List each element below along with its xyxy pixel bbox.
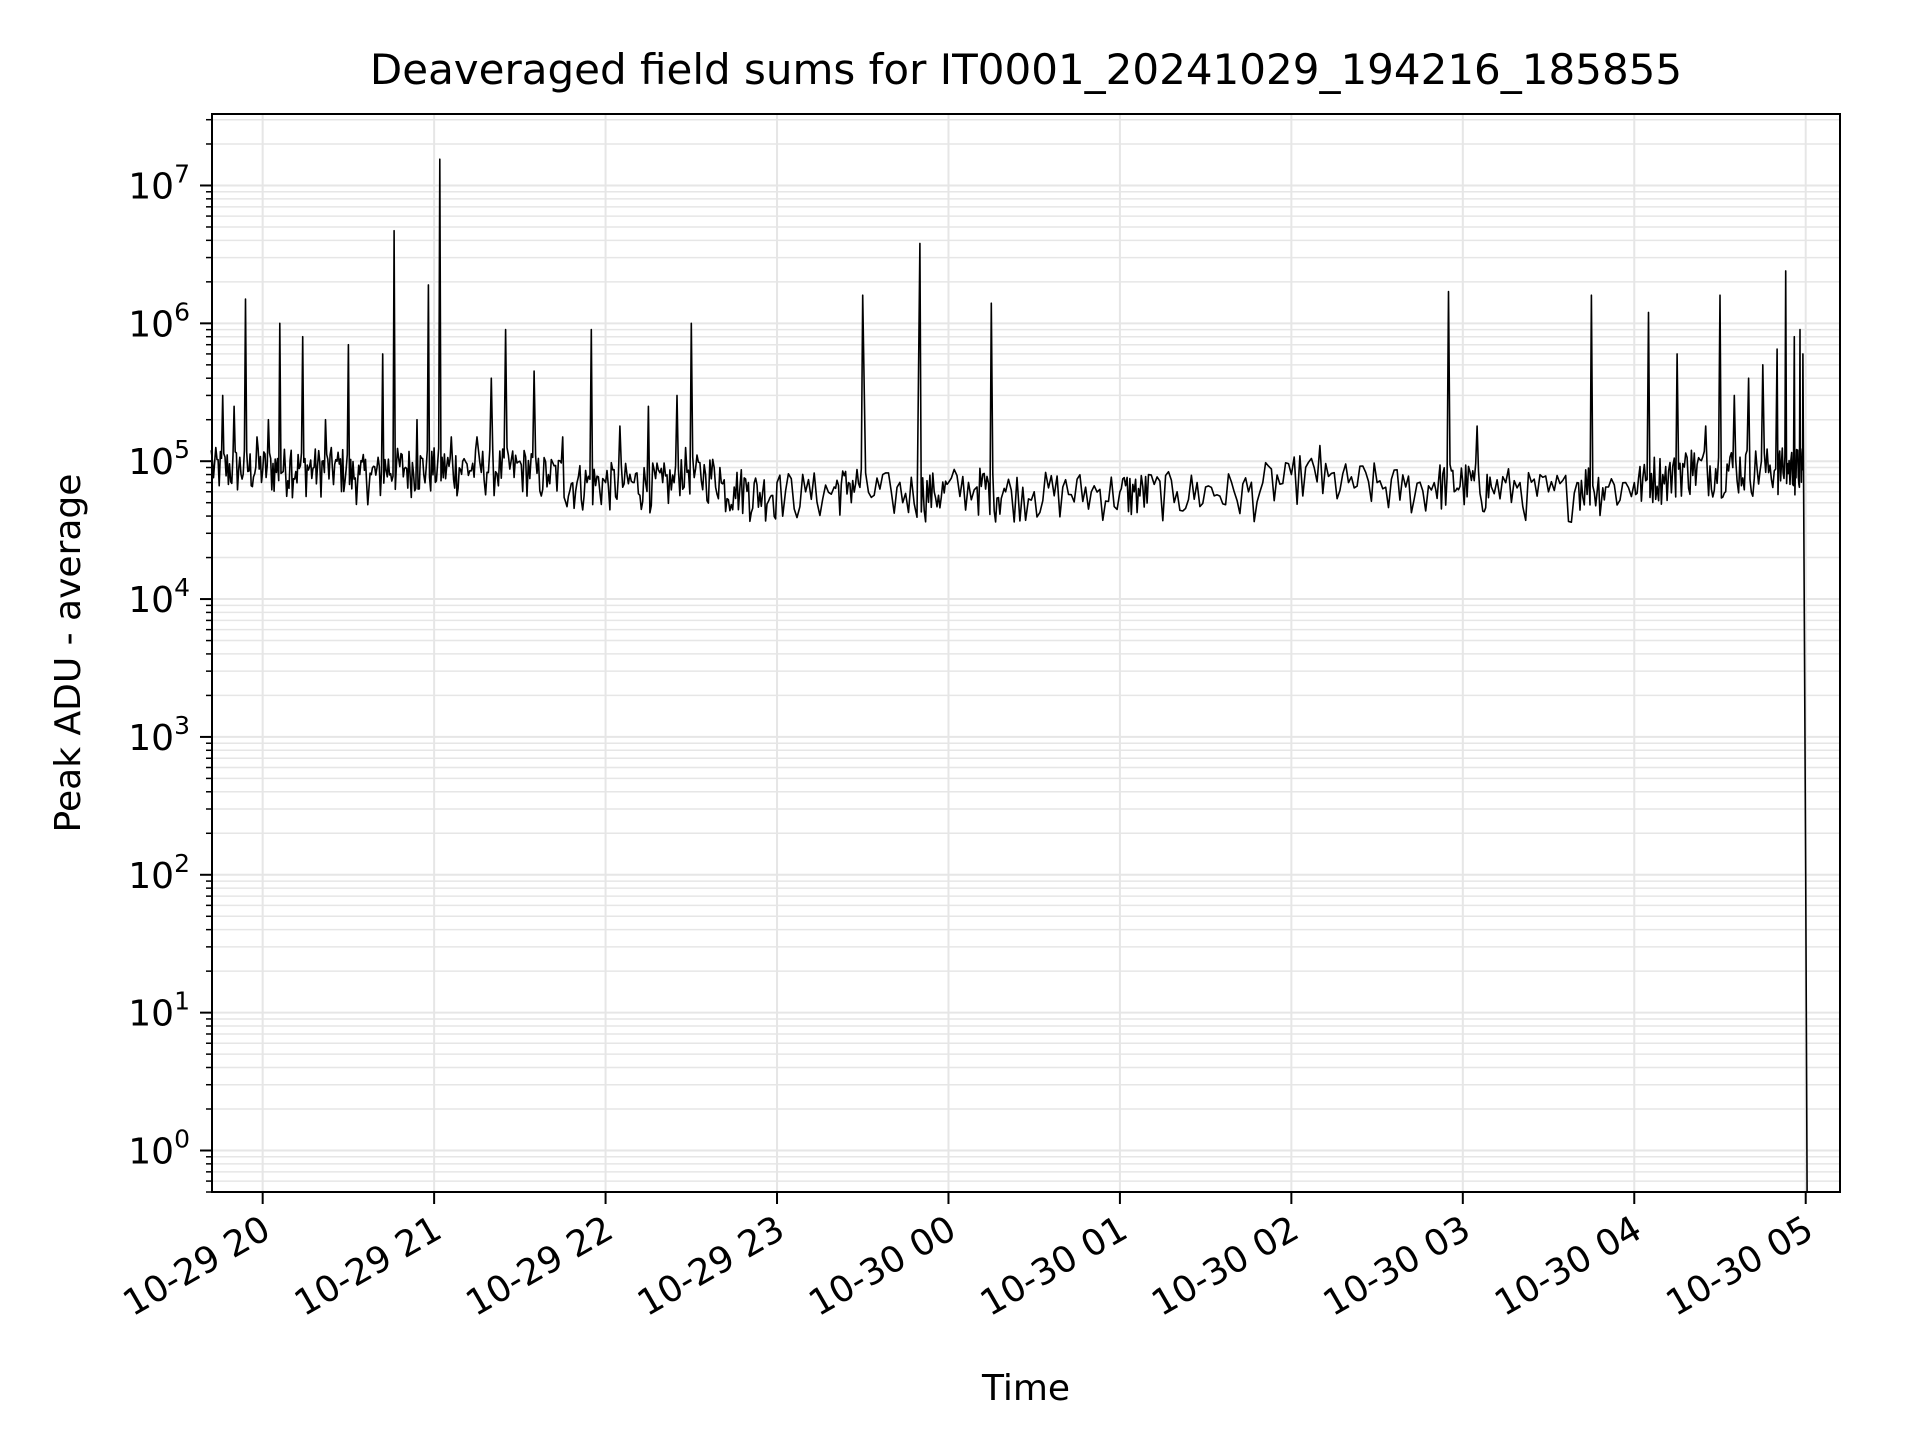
x-tick-label: 10-30 03 (1317, 1208, 1478, 1324)
x-tick-label: 10-29 20 (116, 1208, 277, 1324)
x-tick-label: 10-30 00 (802, 1208, 963, 1324)
data-series (210, 158, 1808, 1193)
x-tick-label: 10-29 21 (288, 1208, 449, 1324)
plot-frame (211, 113, 1841, 1193)
x-tick-label: 10-29 23 (631, 1208, 792, 1324)
y-tick-label: 105 (128, 435, 190, 483)
x-tick-label: 10-30 02 (1145, 1208, 1306, 1324)
x-axis: 10-29 20 10-29 21 10-29 22 10-29 23 10-30 00… (116, 1192, 1820, 1325)
y-axis-label: Peak ADU - average (48, 474, 89, 833)
y-axis: 100 101 102 103 104 105 106 107 (128, 118, 212, 1193)
y-tick-label: 106 (128, 297, 190, 345)
grid (212, 114, 1840, 1193)
y-tick-label: 102 (128, 849, 190, 897)
y-tick-label: 103 (128, 711, 190, 759)
y-tick-label: 100 (128, 1125, 190, 1173)
y-tick-label: 107 (128, 159, 190, 207)
chart-title: Deaveraged field sums for IT0001_2024102… (370, 45, 1682, 94)
x-tick-label: 10-30 04 (1488, 1208, 1649, 1324)
x-tick-label: 10-30 05 (1660, 1208, 1821, 1324)
y-tick-label: 104 (128, 573, 190, 621)
x-tick-label: 10-29 22 (459, 1208, 620, 1324)
x-tick-label: 10-30 01 (974, 1208, 1135, 1324)
x-axis-label: Time (981, 1368, 1070, 1409)
series-line (210, 158, 1808, 1193)
y-tick-label: 101 (128, 987, 190, 1035)
